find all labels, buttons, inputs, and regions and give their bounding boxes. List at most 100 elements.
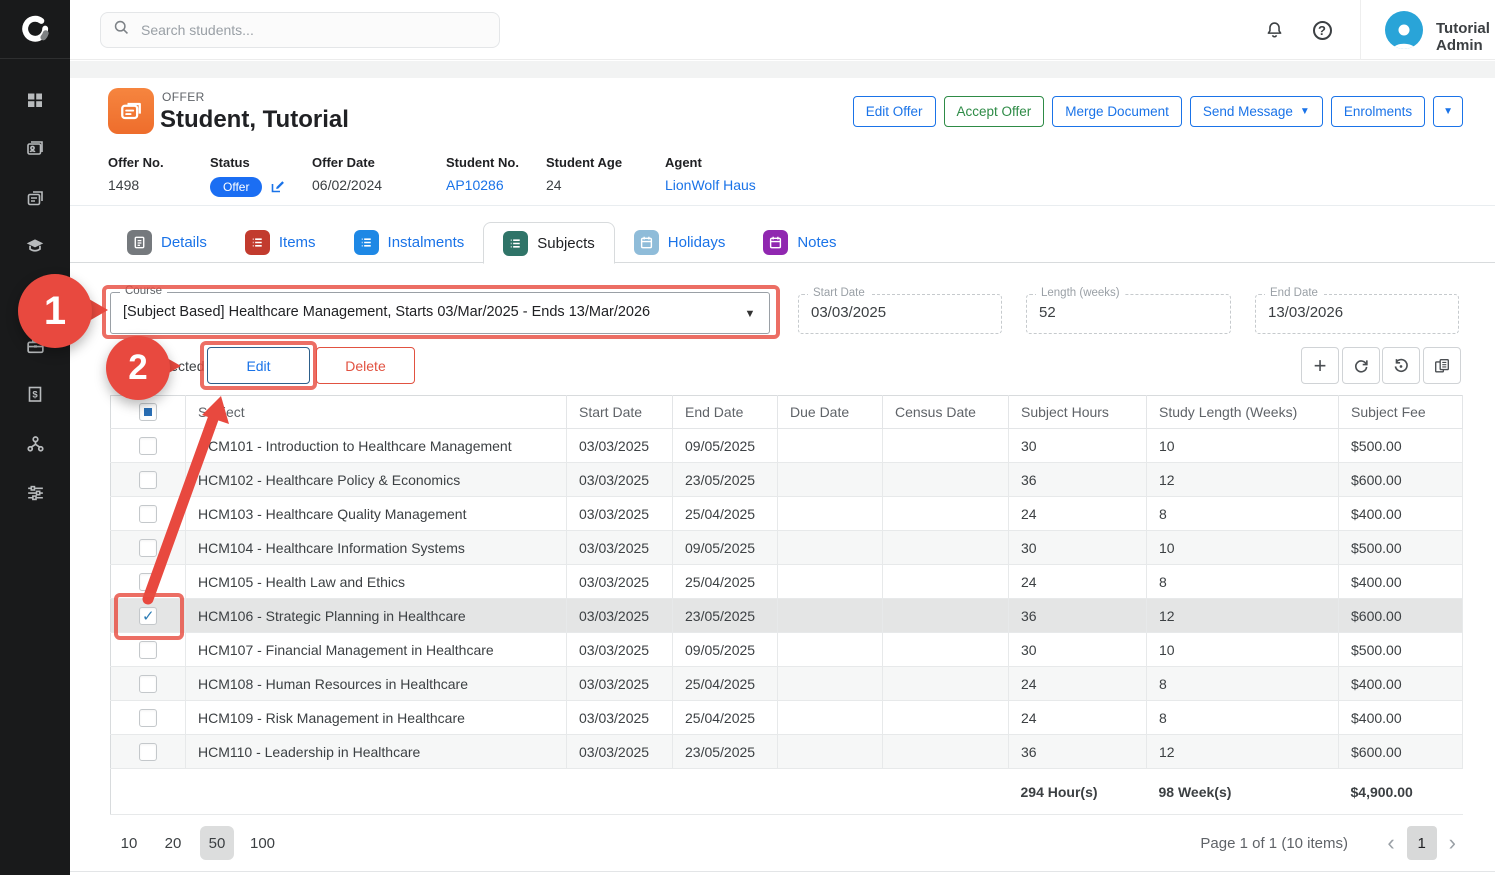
row-checkbox[interactable] bbox=[139, 674, 157, 693]
cell-end-date: 25/04/2025 bbox=[672, 564, 778, 599]
cell-subject-hours: 30 bbox=[1008, 428, 1147, 463]
cell-end-date: 25/04/2025 bbox=[672, 666, 778, 701]
end-date-label: End Date bbox=[1265, 287, 1323, 299]
row-checkbox[interactable] bbox=[139, 606, 157, 625]
column-chooser-button[interactable] bbox=[1423, 347, 1462, 384]
button-label: Send Message bbox=[1202, 104, 1293, 119]
row-checkbox[interactable] bbox=[139, 504, 157, 523]
tab-items-icon bbox=[244, 230, 270, 255]
table-row: HCM108 - Human Resources in Healthcare 03… bbox=[110, 666, 1463, 701]
delete-button[interactable]: Delete bbox=[316, 347, 415, 384]
tab-instalments-icon bbox=[353, 230, 379, 255]
record-type-label: OFFER bbox=[162, 90, 205, 104]
send-message-button[interactable]: Send Message ▼ bbox=[1189, 96, 1323, 127]
row-checkbox[interactable] bbox=[139, 470, 157, 489]
user-name[interactable]: Tutorial Admin bbox=[1436, 20, 1490, 54]
edit-offer-button[interactable]: Edit Offer bbox=[852, 96, 936, 127]
sidebar-item-network-icon[interactable] bbox=[23, 431, 47, 455]
cell-census-date bbox=[882, 496, 1009, 531]
row-checkbox[interactable] bbox=[139, 742, 157, 761]
edit-status-icon[interactable] bbox=[270, 178, 286, 197]
column-header-subject-hours[interactable]: Subject Hours bbox=[1008, 395, 1147, 429]
cell-subject: HCM105 - Health Law and Ethics bbox=[185, 564, 567, 599]
page-size-10[interactable]: 10 bbox=[120, 834, 138, 852]
search-box[interactable] bbox=[100, 12, 500, 48]
cell-subject: HCM109 - Risk Management in Healthcare bbox=[185, 700, 567, 735]
app-logo-icon[interactable] bbox=[13, 8, 57, 52]
column-header-subject-fee[interactable]: Subject Fee bbox=[1338, 395, 1463, 429]
cell-end-date: 09/05/2025 bbox=[672, 428, 778, 463]
cell-due-date bbox=[777, 700, 883, 735]
revert-button[interactable] bbox=[1382, 347, 1421, 384]
tab-notes[interactable]: Notes bbox=[744, 222, 855, 263]
cell-census-date bbox=[882, 564, 1009, 599]
avatar[interactable] bbox=[1385, 11, 1423, 49]
column-header-start-date[interactable]: Start Date bbox=[566, 395, 673, 429]
cell-end-date: 09/05/2025 bbox=[672, 530, 778, 565]
cell-census-date bbox=[882, 428, 1009, 463]
sidebar-item-settings-icon[interactable] bbox=[23, 480, 47, 504]
sidebar-item-contacts-icon[interactable] bbox=[23, 136, 47, 160]
column-header-end-date[interactable]: End Date bbox=[672, 395, 778, 429]
prev-page-icon[interactable]: ‹ bbox=[1387, 830, 1395, 855]
cell-subject-hours: 30 bbox=[1008, 530, 1147, 565]
sidebar-item-billing-icon[interactable]: $ bbox=[23, 382, 47, 406]
enrolments-button[interactable]: Enrolments bbox=[1330, 96, 1426, 127]
tab-instalments[interactable]: Instalments bbox=[335, 222, 484, 263]
notifications-icon[interactable] bbox=[1262, 18, 1286, 42]
current-page-button[interactable]: 1 bbox=[1406, 826, 1437, 860]
pagination-nav: ‹ 1 › bbox=[1384, 826, 1459, 860]
sidebar-item-briefcase-icon[interactable] bbox=[23, 333, 47, 357]
page-size-20[interactable]: 20 bbox=[164, 834, 182, 852]
cell-subject-hours: 36 bbox=[1008, 598, 1147, 633]
search-input[interactable] bbox=[139, 21, 487, 39]
page-size-100[interactable]: 100 bbox=[250, 834, 276, 852]
row-select-cell bbox=[110, 632, 186, 667]
accept-offer-button[interactable]: Accept Offer bbox=[943, 96, 1045, 127]
row-checkbox[interactable] bbox=[139, 436, 157, 455]
row-checkbox[interactable] bbox=[139, 640, 157, 659]
more-actions-button[interactable]: ▼ bbox=[1433, 96, 1463, 127]
course-caret-icon[interactable]: ▼ bbox=[744, 308, 756, 320]
cell-start-date: 03/03/2025 bbox=[566, 564, 673, 599]
cell-due-date bbox=[777, 598, 883, 633]
tab-items[interactable]: Items bbox=[226, 222, 335, 263]
start-date-label: Start Date bbox=[808, 287, 870, 299]
row-checkbox[interactable] bbox=[139, 538, 157, 557]
cell-end-date: 23/05/2025 bbox=[672, 598, 778, 633]
field-value[interactable]: AP10286 bbox=[446, 177, 504, 193]
page-size-50[interactable]: 50 bbox=[200, 826, 234, 860]
tab-details[interactable]: Details bbox=[108, 222, 226, 263]
svg-text:$: $ bbox=[32, 390, 38, 401]
totals-spacer bbox=[110, 768, 1009, 815]
sidebar-item-offers-icon[interactable] bbox=[23, 186, 47, 210]
tab-label: Items bbox=[278, 234, 316, 251]
tab-label: Holidays bbox=[667, 234, 726, 251]
offer-field-status: Status Offer bbox=[210, 155, 312, 197]
next-page-icon[interactable]: › bbox=[1448, 830, 1456, 855]
sidebar-item-education-icon[interactable] bbox=[23, 234, 47, 258]
row-checkbox[interactable] bbox=[139, 572, 157, 591]
column-header-census-date[interactable]: Census Date bbox=[882, 395, 1009, 429]
start-date-field: Start Date 03/03/2025 bbox=[798, 287, 1002, 334]
cell-subject: HCM106 - Strategic Planning in Healthcar… bbox=[185, 598, 567, 633]
help-icon[interactable]: ? bbox=[1310, 18, 1334, 42]
edit-button[interactable]: Edit bbox=[207, 347, 310, 384]
field-value[interactable]: LionWolf Haus bbox=[665, 177, 756, 193]
tab-holidays[interactable]: Holidays bbox=[615, 222, 745, 263]
tab-subjects[interactable]: Subjects bbox=[483, 222, 615, 264]
add-button[interactable]: + bbox=[1301, 347, 1339, 384]
column-header-subject[interactable]: Subject bbox=[185, 395, 567, 429]
column-header-due-date[interactable]: Due Date bbox=[777, 395, 883, 429]
button-label: Enrolments bbox=[1343, 104, 1413, 119]
course-select[interactable]: Course [Subject Based] Healthcare Manage… bbox=[110, 285, 770, 334]
select-all-checkbox[interactable] bbox=[139, 403, 157, 422]
cell-end-date: 09/05/2025 bbox=[672, 632, 778, 667]
sidebar-item-dashboard-icon[interactable] bbox=[23, 88, 47, 112]
column-header-study-length-weeks-[interactable]: Study Length (Weeks) bbox=[1146, 395, 1339, 429]
merge-document-button[interactable]: Merge Document bbox=[1052, 96, 1182, 127]
cell-study-length: 10 bbox=[1146, 632, 1339, 667]
tab-notes-icon bbox=[763, 230, 789, 255]
row-checkbox[interactable] bbox=[139, 708, 157, 727]
refresh-button[interactable] bbox=[1341, 347, 1380, 384]
